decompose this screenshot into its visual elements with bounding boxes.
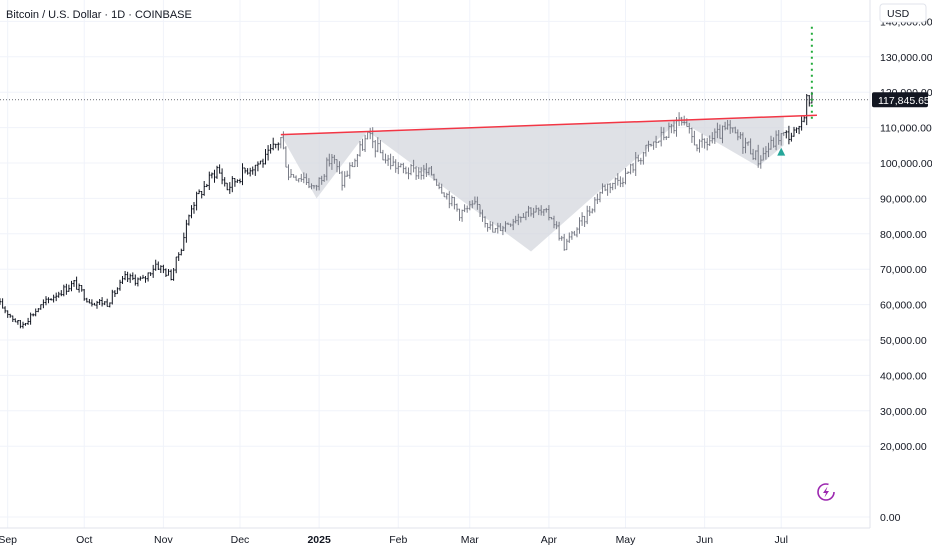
currency-button[interactable]: USD	[879, 3, 927, 23]
currency-button-frame	[879, 3, 927, 23]
x-tick-label: Feb	[389, 534, 407, 546]
lightning-circle-ring	[817, 483, 835, 501]
lightning-bolt-shape	[823, 486, 829, 498]
x-tick-label: Apr	[541, 534, 558, 546]
symbol-title: Bitcoin / U.S. Dollar · 1D · COINBASE	[6, 9, 192, 21]
x-tick-label: Mar	[461, 534, 480, 546]
last-price-tag-background	[872, 92, 928, 108]
x-tick-label: May	[616, 534, 637, 546]
y-tick-label: 100,000.00	[880, 158, 932, 170]
last-price-tag: 117,845.65	[872, 92, 930, 108]
y-tick-label: 60,000.00	[880, 300, 927, 312]
y-tick-label: 130,000.00	[880, 52, 932, 64]
y-tick-label: 30,000.00	[880, 406, 927, 418]
x-tick-label: Jun	[696, 534, 713, 546]
x-tick-label: Oct	[76, 534, 92, 546]
pattern-layer	[280, 116, 784, 252]
overlay-layer	[0, 24, 870, 156]
x-tick-label: 2025	[307, 534, 331, 546]
y-tick-label: 20,000.00	[880, 441, 927, 453]
triangle-up-icon	[777, 147, 786, 156]
currency-label: USD	[887, 8, 910, 20]
x-tick-label: Jul	[774, 534, 787, 546]
y-tick-label: 90,000.00	[880, 193, 927, 205]
candle-series	[0, 91, 813, 329]
y-tick-label: 80,000.00	[880, 229, 927, 241]
lightning-circle-icon[interactable]	[817, 483, 835, 501]
y-tick-label: 50,000.00	[880, 335, 927, 347]
last-price-label: 117,845.65	[878, 95, 930, 107]
y-tick-label: 110,000.00	[880, 123, 932, 135]
pattern-fill	[280, 116, 784, 252]
time-axis[interactable]: Sep Oct Nov Dec 2025 Feb Mar Apr May Jun Jul	[0, 534, 788, 546]
x-tick-label: Sep	[0, 534, 17, 546]
x-tick-label: Nov	[154, 534, 173, 546]
y-tick-label: 70,000.00	[880, 264, 927, 276]
neckline	[280, 114, 817, 136]
y-tick-label: 0.00	[880, 512, 901, 524]
x-tick-label: Dec	[231, 534, 250, 546]
y-tick-label: 40,000.00	[880, 370, 927, 382]
grid-lines	[0, 0, 870, 528]
